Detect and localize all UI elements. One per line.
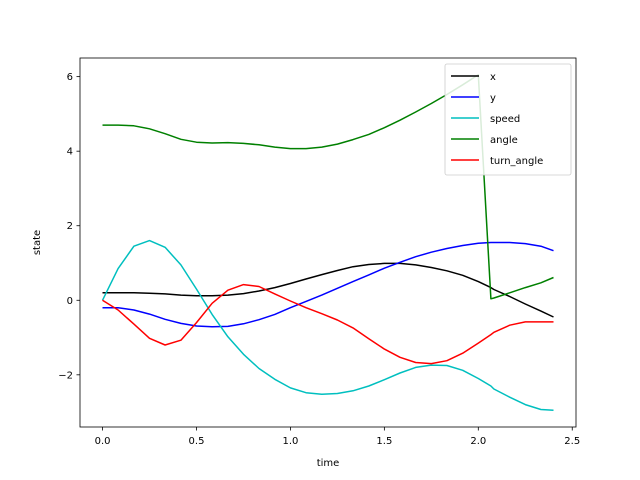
x-tick-label: 0.5 <box>189 436 205 447</box>
plot-frame <box>79 57 577 428</box>
y-tick-label: 6 <box>67 72 73 83</box>
legend: xy speed angle turn_angle <box>444 63 572 176</box>
legend-label-x: x <box>490 72 496 83</box>
legend-box <box>444 63 572 176</box>
x-tick-label: 1.0 <box>282 436 298 447</box>
legend-label-y: y <box>490 93 496 104</box>
legend-label-angle: angle <box>490 135 518 146</box>
x-axis-label: time <box>317 458 340 469</box>
series-line-angle <box>102 74 554 300</box>
y-tick-label: −2 <box>58 370 73 381</box>
y-axis-ticks: −2 0 2 4 6 <box>58 72 80 381</box>
series-line-y <box>102 241 554 328</box>
x-tick-label: 2.0 <box>470 436 486 447</box>
series-line-speed <box>101 239 554 411</box>
y-tick-label: 4 <box>67 147 73 158</box>
y-axis-label: state <box>32 230 43 255</box>
plot-lines <box>101 74 554 411</box>
x-axis-ticks: 0.0 0.5 1.0 1.5 2.0 2.5 <box>95 427 580 447</box>
y-tick-label: 0 <box>67 296 73 307</box>
y-tick-label: 2 <box>67 221 73 232</box>
series-line-turn_angle <box>102 283 554 365</box>
legend-label-speed: speed <box>490 114 520 125</box>
x-tick-label: 2.5 <box>564 436 580 447</box>
legend-label-turn_angle: turn_angle <box>490 156 543 167</box>
x-tick-label: 0.0 <box>95 436 111 447</box>
x-tick-label: 1.5 <box>376 436 392 447</box>
